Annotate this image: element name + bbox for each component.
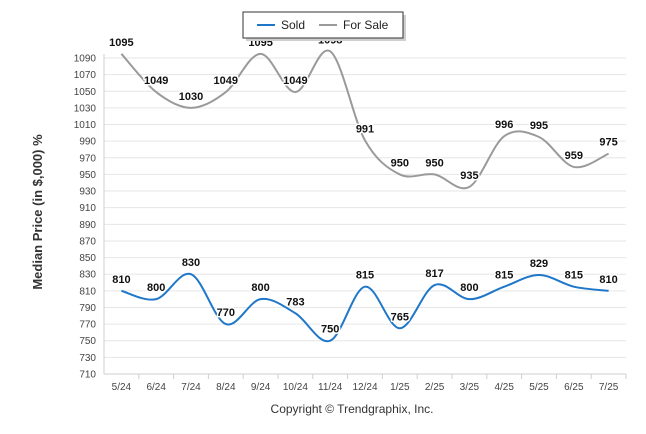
data-label: 810 [599, 274, 617, 286]
x-tick-label: 6/24 [146, 382, 166, 393]
series-line-for-sale [120, 49, 610, 190]
y-tick-label: 750 [79, 336, 96, 347]
data-label: 991 [356, 123, 374, 135]
y-tick-label: 910 [79, 203, 96, 214]
data-label: 995 [530, 120, 548, 132]
x-tick-labels: 5/24 6/24 7/24 8/24 9/24 10/24 11/24 12/24 1/25 2… [112, 374, 627, 393]
data-label: 750 [321, 324, 339, 336]
copyright-credit: Copyright © Trendgraphix, Inc. [271, 402, 434, 416]
data-label: 783 [286, 296, 304, 308]
data-label: 800 [251, 282, 269, 294]
y-tick-label: 990 [79, 137, 96, 148]
data-label: 817 [425, 268, 443, 280]
y-tick-label: 1070 [74, 70, 97, 81]
y-tick-label: 970 [79, 153, 96, 164]
axes [103, 54, 626, 375]
data-label: 830 [182, 257, 200, 269]
grid-lines [104, 57, 626, 375]
x-tick-label: 8/24 [216, 382, 236, 393]
y-tick-label: 810 [79, 286, 96, 297]
data-label: 810 [112, 274, 130, 286]
y-tick-labels: 710 730 750 770 790 810 830 850 870 890 910 930 950 9… [74, 54, 97, 381]
data-label: 996 [495, 119, 513, 131]
y-tick-label: 1050 [74, 87, 97, 98]
data-label: 1030 [179, 91, 203, 103]
y-tick-label: 1030 [74, 103, 97, 114]
data-label: 935 [460, 170, 478, 182]
data-label: 950 [391, 157, 409, 169]
data-label: 815 [495, 270, 513, 282]
x-tick-label: 5/24 [112, 382, 132, 393]
x-tick-label: 12/24 [352, 382, 377, 393]
y-tick-label: 890 [79, 220, 96, 231]
series-lines [120, 49, 610, 343]
data-label: 975 [599, 137, 617, 149]
data-label: 1049 [214, 75, 238, 87]
y-tick-label: 950 [79, 170, 96, 181]
y-tick-label: 1010 [74, 120, 97, 131]
data-label: 815 [565, 270, 583, 282]
y-tick-label: 930 [79, 187, 96, 198]
y-tick-label: 870 [79, 236, 96, 247]
y-tick-label: 1090 [74, 54, 97, 65]
data-label: 1049 [144, 75, 168, 87]
y-tick-label: 830 [79, 270, 96, 281]
x-tick-label: 4/25 [494, 382, 514, 393]
data-label: 815 [356, 270, 374, 282]
data-label: 1095 [109, 37, 133, 49]
legend: Sold For Sale [242, 11, 406, 41]
y-tick-label: 730 [79, 353, 96, 364]
x-tick-label: 11/24 [318, 382, 343, 393]
x-tick-label: 9/24 [251, 382, 271, 393]
x-tick-label: 7/24 [181, 382, 201, 393]
series-line-sold [121, 272, 609, 343]
data-label: 765 [391, 311, 409, 323]
x-tick-label: 1/25 [390, 382, 410, 393]
y-axis-label: Median Price (in $,000) % [30, 134, 45, 290]
data-label: 800 [460, 282, 478, 294]
x-tick-label: 2/25 [425, 382, 445, 393]
data-label: 1049 [283, 75, 307, 87]
data-label: 829 [530, 258, 548, 270]
x-tick-label: 6/25 [564, 382, 584, 393]
x-tick-label: 3/25 [460, 382, 480, 393]
y-tick-label: 770 [79, 320, 96, 331]
y-tick-label: 790 [79, 303, 96, 314]
data-label: 800 [147, 282, 165, 294]
legend-entry: Sold [281, 18, 305, 32]
data-label: 959 [565, 150, 583, 162]
x-tick-label: 5/25 [529, 382, 549, 393]
data-label: 950 [425, 157, 443, 169]
y-tick-label: 710 [79, 370, 96, 381]
data-label: 770 [217, 307, 235, 319]
legend-entry: For Sale [343, 18, 389, 32]
x-tick-label: 10/24 [283, 382, 308, 393]
x-tick-label: 7/25 [599, 382, 619, 393]
y-tick-label: 850 [79, 253, 96, 264]
